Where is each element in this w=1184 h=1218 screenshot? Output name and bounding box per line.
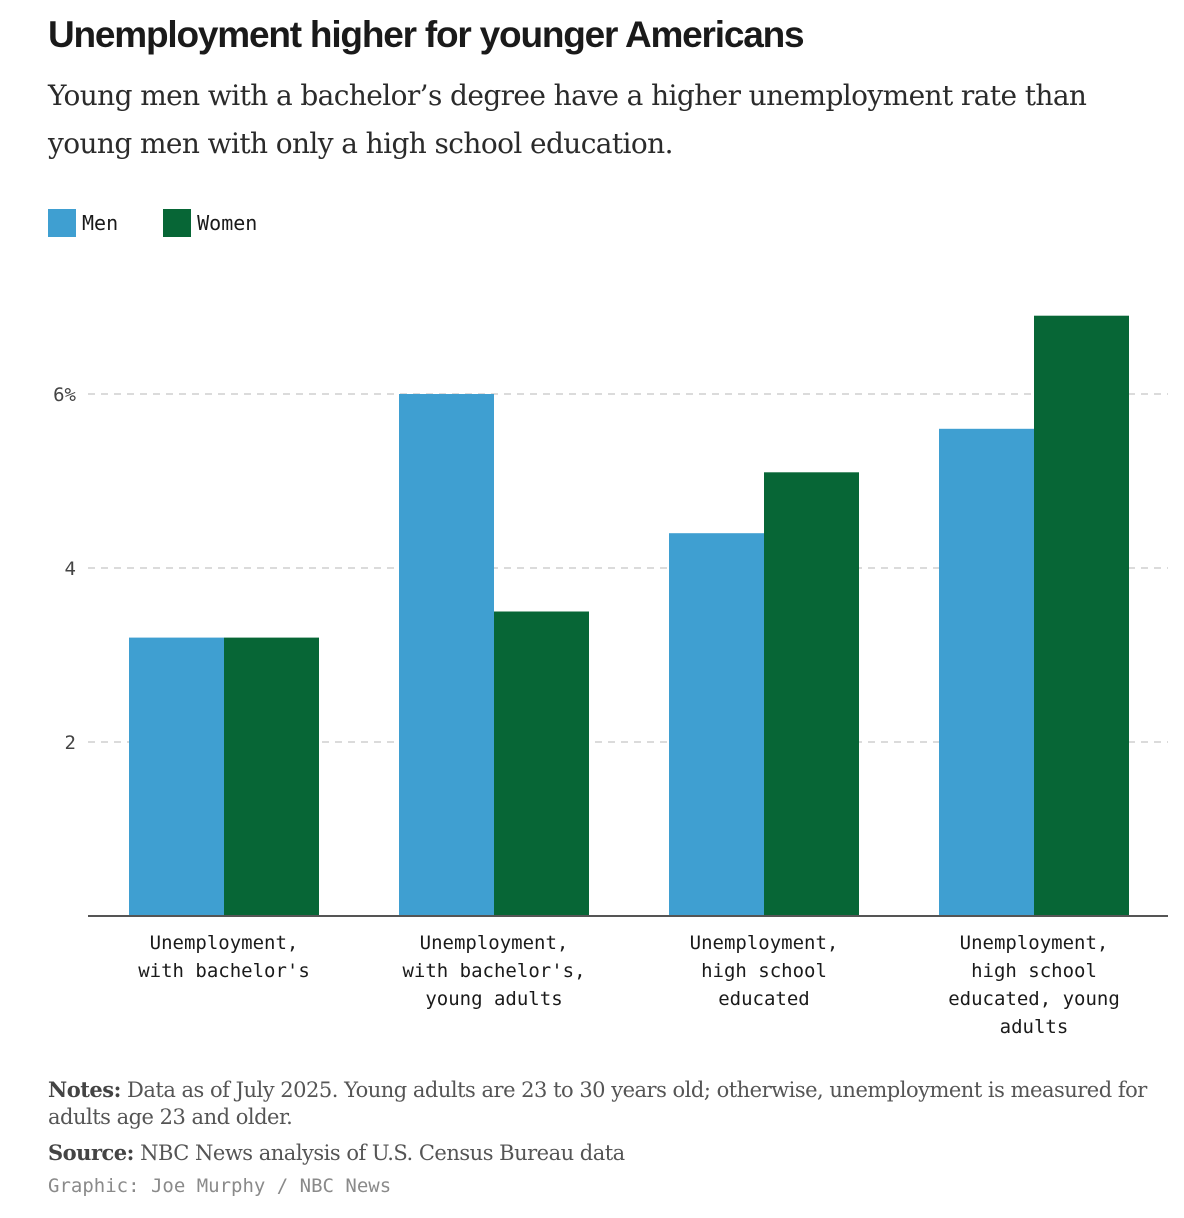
bar-women xyxy=(1034,315,1129,916)
x-tick-label: Unemployment, with bachelor's, young adult… xyxy=(402,932,585,1010)
legend: Men Women xyxy=(48,209,302,237)
x-tick-label: Unemployment, high school educated, young a… xyxy=(948,932,1120,1038)
chart-subtitle: Young men with a bachelor’s degree have … xyxy=(48,79,1087,160)
chart-footer: Notes: Data as of July 2025. Young adult… xyxy=(48,1076,1173,1197)
x-tick-label-line: educated xyxy=(718,988,810,1010)
bar-women xyxy=(494,611,589,916)
legend-label-women: Women xyxy=(197,211,258,235)
bar-men xyxy=(399,394,494,916)
source-text: NBC News analysis of U.S. Census Bureau … xyxy=(133,1141,625,1165)
bar-chart: 246%Unemployment, with bachelor'sUnemploy… xyxy=(53,315,1168,1038)
chart-title: Unemployment higher for younger American… xyxy=(48,14,805,55)
bar-women xyxy=(224,637,319,916)
x-tick-label-line: Unemployment, xyxy=(960,932,1109,954)
x-tick-label-line: Unemployment, xyxy=(150,932,299,954)
x-tick-label-line: high school xyxy=(701,960,827,982)
y-tick-label: 4 xyxy=(65,558,76,580)
x-tick-label-line: with bachelor's xyxy=(138,960,310,982)
bar-women xyxy=(764,472,859,916)
notes-label: Notes: xyxy=(48,1077,121,1102)
legend-item-women: Women xyxy=(163,209,257,237)
legend-item-men: Men xyxy=(48,209,118,237)
source-label: Source: xyxy=(48,1140,134,1165)
x-tick-label: Unemployment, with bachelor's xyxy=(138,932,310,982)
bar-men xyxy=(669,533,764,916)
legend-swatch-men xyxy=(48,209,76,237)
x-tick-label-line: Unemployment, xyxy=(420,932,569,954)
x-tick-label-line: with bachelor's, xyxy=(402,960,585,982)
x-tick-label-line: high school xyxy=(971,960,1097,982)
x-tick-label-line: adults xyxy=(1000,1016,1069,1038)
bar-men xyxy=(939,428,1034,916)
x-tick-label-line: young adults xyxy=(425,988,562,1010)
legend-swatch-women xyxy=(163,209,192,237)
y-tick-label: 6% xyxy=(53,384,76,406)
y-tick-label: 2 xyxy=(65,732,76,754)
notes-text: Data as of July 2025. Young adults are 2… xyxy=(48,1078,1147,1129)
bar-men xyxy=(129,637,224,916)
legend-label-men: Men xyxy=(82,211,119,235)
notes: Notes: Data as of July 2025. Young adult… xyxy=(48,1076,1173,1131)
source: Source: NBC News analysis of U.S. Census… xyxy=(48,1139,1173,1167)
x-tick-label-line: educated, young xyxy=(948,988,1120,1010)
x-tick-label-line: Unemployment, xyxy=(690,932,839,954)
x-tick-label: Unemployment, high school educated xyxy=(690,932,839,1010)
graphic-credit: Graphic: Joe Murphy / NBC News xyxy=(48,1175,392,1197)
